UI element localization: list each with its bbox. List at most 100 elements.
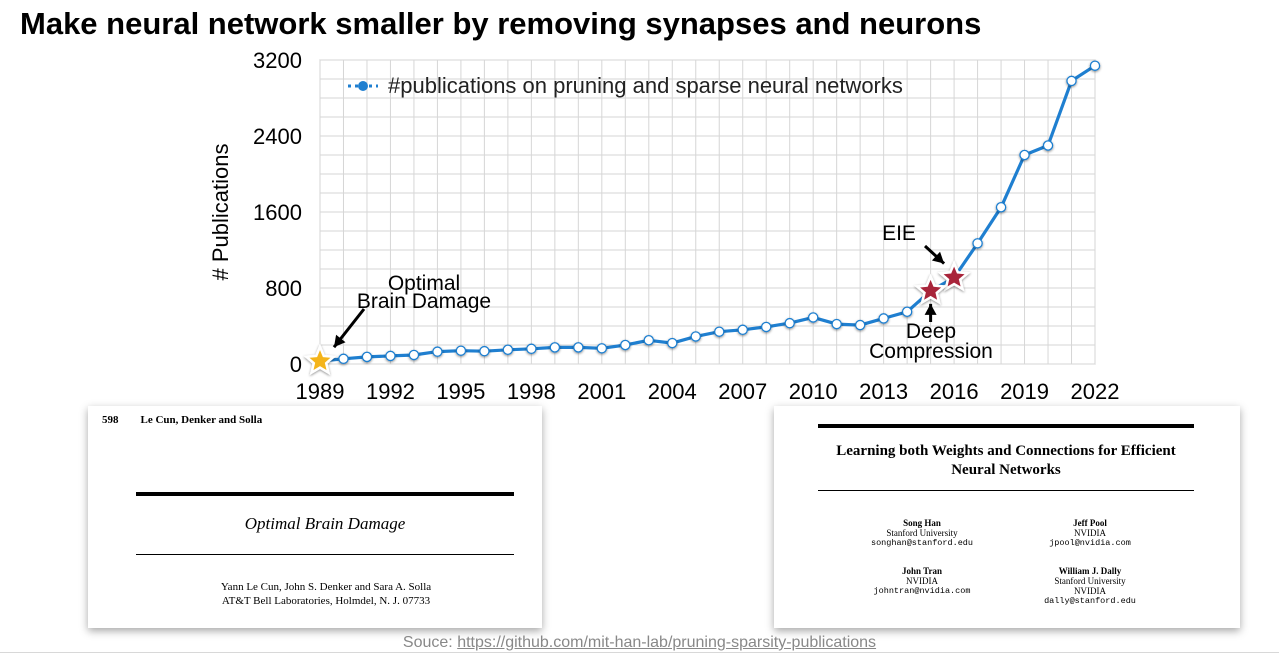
y-tick-label: 800 [265,276,302,301]
data-point [1066,75,1077,87]
paper-learning-weights-connections: Learning both Weights and Connections fo… [774,406,1240,628]
paper-authors-block: Yann Le Cun, John S. Denker and Sara A. … [88,580,542,608]
source-link[interactable]: https://github.com/mit-han-lab/pruning-s… [457,634,877,651]
x-tick-label: 2004 [648,379,697,404]
data-point [972,238,983,249]
data-point [737,324,748,336]
data-point [479,345,490,357]
author-affiliation: Stanford University [1054,576,1126,586]
title-rule-bottom [818,490,1194,491]
paper-affiliation: AT&T Bell Laboratories, Holmdel, N. J. 0… [221,595,431,607]
x-tick-label: 2007 [718,379,767,404]
data-point [620,339,631,351]
x-tick-label: 2019 [1000,379,1049,404]
data-point [596,343,608,354]
data-point [690,331,702,342]
footer-divider [0,652,1279,653]
y-tick-label: 0 [290,352,302,377]
y-tick-label: 2400 [253,124,302,149]
author-email: songhan@stanford.edu [870,538,974,548]
annotation-label: Optimal [388,272,460,295]
x-tick-label: 2022 [1071,379,1120,404]
annotation-star-icon [309,350,331,370]
annotation-arrow-head [931,251,945,264]
x-tick-label: 2001 [577,379,626,404]
data-point [502,344,514,355]
data-point [831,318,842,330]
author-affiliation: NVIDIA [906,576,938,586]
author-name: Jeff Pool [1073,518,1107,528]
running-head: Le Cun, Denker and Solla [140,414,263,426]
x-tick-label: 1998 [507,379,556,404]
legend-marker [358,81,368,91]
author-email: johntran@nvidia.com [873,586,971,596]
legend-label: #publications on pruning and sparse neur… [388,73,903,98]
data-point [643,334,655,346]
data-point [807,312,819,323]
annotation-star-icon [920,279,942,300]
data-point [549,342,561,353]
author-block: John Tran NVIDIA johntran@nvidia.com [832,566,1012,596]
title-rule-top [818,424,1194,428]
y-tick-label: 1600 [253,200,302,225]
author-block: Jeff Pool NVIDIA jpool@nvidia.com [1000,518,1180,548]
source-label: Souce: [402,634,453,651]
x-tick-label: 2013 [859,379,908,404]
publications-chart: 1989 1992 1995 1998 2001 2004 2007 2010 2013 2016… [208,48,1120,404]
annotation-arrow-head [334,334,346,348]
author-name: William J. Dally [1058,566,1122,576]
data-point [1089,60,1101,71]
annotation-label: Deep [906,320,956,343]
author-affiliation: Stanford University [886,528,958,538]
x-tick-label: 1995 [436,379,485,404]
paper-title: Optimal Brain Damage [244,514,406,533]
data-point [408,349,420,361]
data-point [854,319,866,331]
data-point [361,351,373,363]
paper-authors: Yann Le Cun, John S. Denker and Sara A. … [220,581,432,593]
annotation-label: Brain Damage [357,290,491,313]
annotation-star-icon [943,266,965,287]
author-block: Song Han Stanford University songhan@sta… [832,518,1012,548]
data-point [573,342,584,353]
x-tick-label: 1992 [366,379,415,404]
title-rule-top [136,492,514,496]
page-number: 598 [102,414,119,426]
title-rule-bottom [136,554,514,555]
author-email: dally@stanford.edu [1044,596,1136,606]
data-point [455,345,467,356]
data-point [901,306,913,317]
data-point [338,353,349,365]
data-point [784,317,795,329]
author-name: John Tran [902,566,942,576]
annotation-label: EIE [882,222,916,245]
author-block: William J. Dally Stanford University NVI… [1000,566,1180,606]
author-name: Song Han [903,518,941,528]
paper-optimal-brain-damage: 598 Le Cun, Denker and Solla Optimal Brai… [88,406,542,628]
data-point [713,326,725,337]
data-point [385,350,396,362]
data-point [1042,140,1054,151]
data-point [995,201,1007,213]
author-email: jpool@nvidia.com [1049,538,1131,548]
paper-header: 598 Le Cun, Denker and Solla [102,414,284,426]
x-tick-label: 2010 [789,379,838,404]
data-point [760,321,772,333]
data-point [1019,149,1030,161]
author-affiliation-2: NVIDIA [1074,586,1106,596]
paper-title: Learning both Weights and Connections fo… [836,443,1176,478]
x-tick-label: 1989 [296,379,345,404]
y-axis-label: # Publications [208,144,233,281]
y-tick-label: 3200 [253,48,302,73]
series-line [319,64,1096,363]
data-point [667,337,678,349]
x-tick-label: 2016 [930,379,979,404]
annotation-label: Compression [869,340,993,363]
data-point [526,343,537,355]
author-affiliation: NVIDIA [1074,528,1106,538]
source-credit: Souce: https://github.com/mit-han-lab/pr… [0,634,1279,652]
data-point [878,313,889,324]
annotation-arrow-head [924,303,937,315]
slide-title: Make neural network smaller by removing … [20,6,982,41]
data-point [432,346,443,357]
